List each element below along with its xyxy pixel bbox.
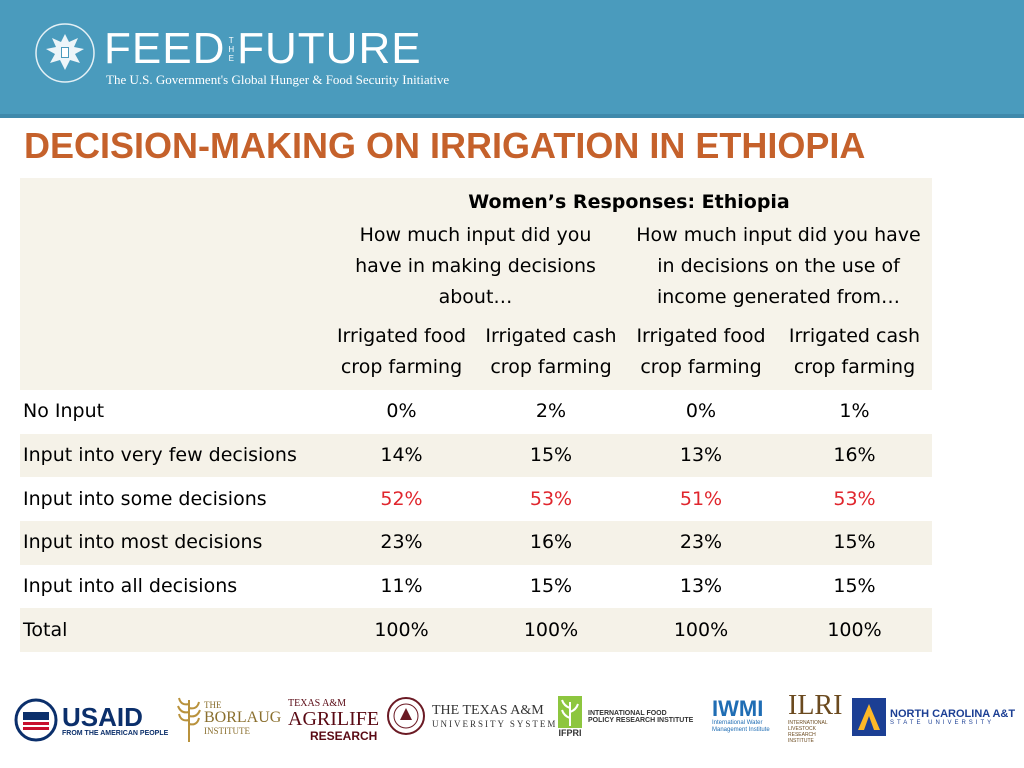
tamus-logo: THE TEXAS A&M UNIVERSITY SYSTEM (386, 696, 557, 736)
agrilife-sub: RESEARCH (310, 729, 378, 743)
agrilife-logo: TEXAS A&M AGRILIFE RESEARCH (288, 698, 379, 743)
table-cell: 13% (625, 564, 777, 609)
table-cell: 2% (477, 390, 625, 434)
table-cell: 100% (777, 608, 932, 652)
table-cell: 100% (625, 608, 777, 652)
us-seal-icon (35, 23, 95, 83)
table-cell: 23% (326, 520, 477, 565)
brand-right: FUTURE (237, 24, 422, 73)
usaid-name: USAID (62, 701, 143, 732)
table-cell: 15% (477, 433, 625, 478)
slide-title: DECISION-MAKING ON IRRIGATION IN ETHIOPI… (24, 125, 866, 166)
column-header-1: Irrigated food crop farming (326, 314, 477, 390)
brand-left: FEED (104, 24, 226, 73)
ncat-line1: NORTH CAROLINA A&T (890, 708, 1016, 720)
table-cell: 15% (477, 564, 625, 609)
usaid-seal-icon (14, 698, 58, 742)
table-cell: 14% (326, 433, 477, 478)
ncat-line2: STATE UNIVERSITY (890, 720, 995, 726)
ifpri-logo: IFPRI INTERNATIONAL FOOD POLICY RESEARCH… (558, 696, 693, 738)
table-cell: 0% (326, 390, 477, 434)
table-cell: 15% (777, 520, 932, 565)
banner-divider (0, 114, 1024, 118)
column-header-4: Irrigated cash crop farming (777, 314, 932, 390)
tamus-line1: THE TEXAS A&M (432, 703, 544, 718)
wheat-icon (177, 697, 201, 742)
ifpri-name: IFPRI (558, 728, 582, 738)
iwmi-name: IWMI (712, 696, 764, 721)
borlaug-the: THE (204, 700, 222, 710)
column-header-3: Irrigated food crop farming (625, 314, 777, 390)
iwmi-sub: International Water Management Institute (712, 720, 770, 733)
group-header: Women’s Responses: Ethiopia (326, 178, 932, 218)
ilri-name: ILRI (788, 690, 843, 721)
table-cell: 53% (777, 477, 932, 521)
table-cell: 16% (477, 520, 625, 565)
table-cell: 1% (777, 390, 932, 434)
table-cell: 51% (625, 477, 777, 521)
ifpri-leaf-icon (558, 696, 582, 728)
borlaug-logo: THE BORLAUG INSTITUTE (176, 694, 281, 742)
table-cell: 52% (326, 477, 477, 521)
row-label: Input into very few decisions (20, 433, 326, 478)
question-2-header: How much input did you have in decisions… (625, 218, 932, 314)
agrilife-top: TEXAS A&M (288, 698, 347, 709)
table-cell: 15% (777, 564, 932, 609)
partner-logos: USAID FROM THE AMERICAN PEOPLE THE BORLA… (0, 680, 1024, 768)
usaid-sub: FROM THE AMERICAN PEOPLE (62, 729, 169, 737)
brand-tagline: The U.S. Government's Global Hunger & Fo… (106, 72, 450, 87)
table-cell: 11% (326, 564, 477, 609)
feed-the-future-logo: FEED T H E FUTURE (104, 26, 422, 72)
table-cell: 100% (326, 608, 477, 652)
tamus-line2: UNIVERSITY SYSTEM (432, 719, 558, 729)
row-label: Input into most decisions (20, 520, 326, 565)
ilri-logo: ILRI INTERNATIONAL LIVESTOCK RESEARCH IN… (788, 690, 843, 745)
ncat-monogram-icon (852, 698, 886, 736)
tamus-seal-icon (387, 697, 425, 735)
table-cell: 53% (477, 477, 625, 521)
table-cell: 13% (625, 433, 777, 478)
table-cell: 23% (625, 520, 777, 565)
question-1-header: How much input did you have in making de… (326, 218, 625, 314)
table-corner (20, 178, 326, 390)
ilri-sub: INTERNATIONAL LIVESTOCK RESEARCH INSTITU… (788, 720, 828, 744)
ifpri-line1: INTERNATIONAL FOOD (588, 710, 667, 717)
usaid-logo: USAID FROM THE AMERICAN PEOPLE (14, 698, 168, 742)
ncat-logo: NORTH CAROLINA A&T STATE UNIVERSITY (852, 698, 1015, 736)
iwmi-logo: IWMI International Water Management Inst… (712, 698, 772, 734)
brand-the: T H E (228, 35, 235, 63)
column-header-2: Irrigated cash crop farming (477, 314, 625, 390)
row-label: Total (20, 608, 326, 652)
borlaug-sub: INSTITUTE (204, 726, 250, 736)
table-cell: 16% (777, 433, 932, 478)
agrilife-name: AGRILIFE (288, 708, 380, 730)
ethiopia-irrigation-table: Women’s Responses: Ethiopia How much inp… (20, 178, 932, 652)
row-label: Input into some decisions (20, 477, 326, 521)
borlaug-name: BORLAUG (204, 709, 282, 726)
header-banner (0, 0, 1024, 118)
table-cell: 0% (625, 390, 777, 434)
ifpri-line2: POLICY RESEARCH INSTITUTE (588, 717, 694, 724)
row-label: Input into all decisions (20, 564, 326, 609)
table-cell: 100% (477, 608, 625, 652)
row-label: No Input (20, 390, 326, 434)
